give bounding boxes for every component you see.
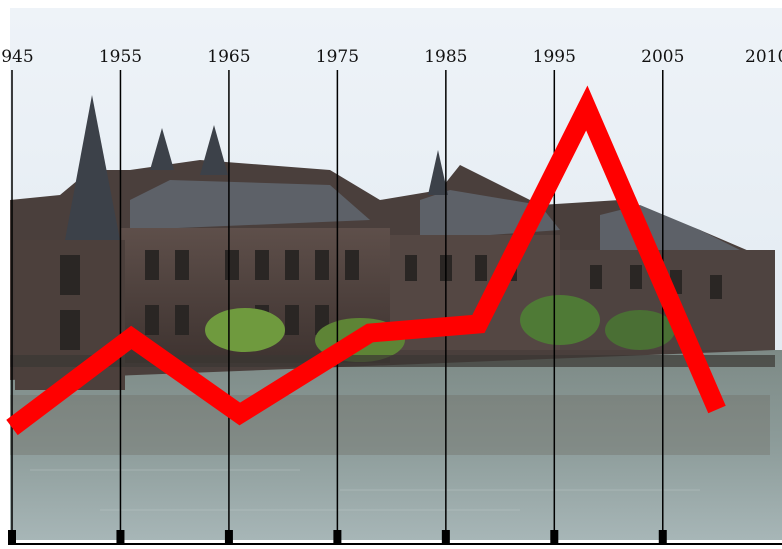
- tick-mark-1965: [224, 530, 233, 544]
- tick-mark-1945: [8, 530, 16, 544]
- tick-mark-2005: [658, 530, 667, 544]
- series-line-0: [6, 85, 726, 436]
- x-axis: [8, 530, 782, 545]
- x-tick-label-1945: 1945: [0, 47, 34, 67]
- x-tick-label-1975: 1975: [316, 47, 359, 67]
- x-tick-label-1955: 1955: [99, 47, 142, 67]
- x-tick-label-2010: 2010: [745, 47, 782, 67]
- x-tick-label-1965: 1965: [207, 47, 250, 67]
- x-tick-label-1995: 1995: [533, 47, 576, 67]
- x-tick-label-2005: 2005: [641, 47, 684, 67]
- x-tick-labels: 1945 1955 1965 1975 1985 1995 2005 2010: [0, 47, 782, 67]
- x-tick-label-1985: 1985: [424, 47, 467, 67]
- tick-mark-1955: [116, 530, 125, 544]
- series-layer: [6, 85, 726, 436]
- tick-mark-1995: [550, 530, 559, 544]
- tick-mark-1985: [441, 530, 450, 544]
- gridlines: [11, 70, 664, 540]
- tick-mark-1975: [333, 530, 342, 544]
